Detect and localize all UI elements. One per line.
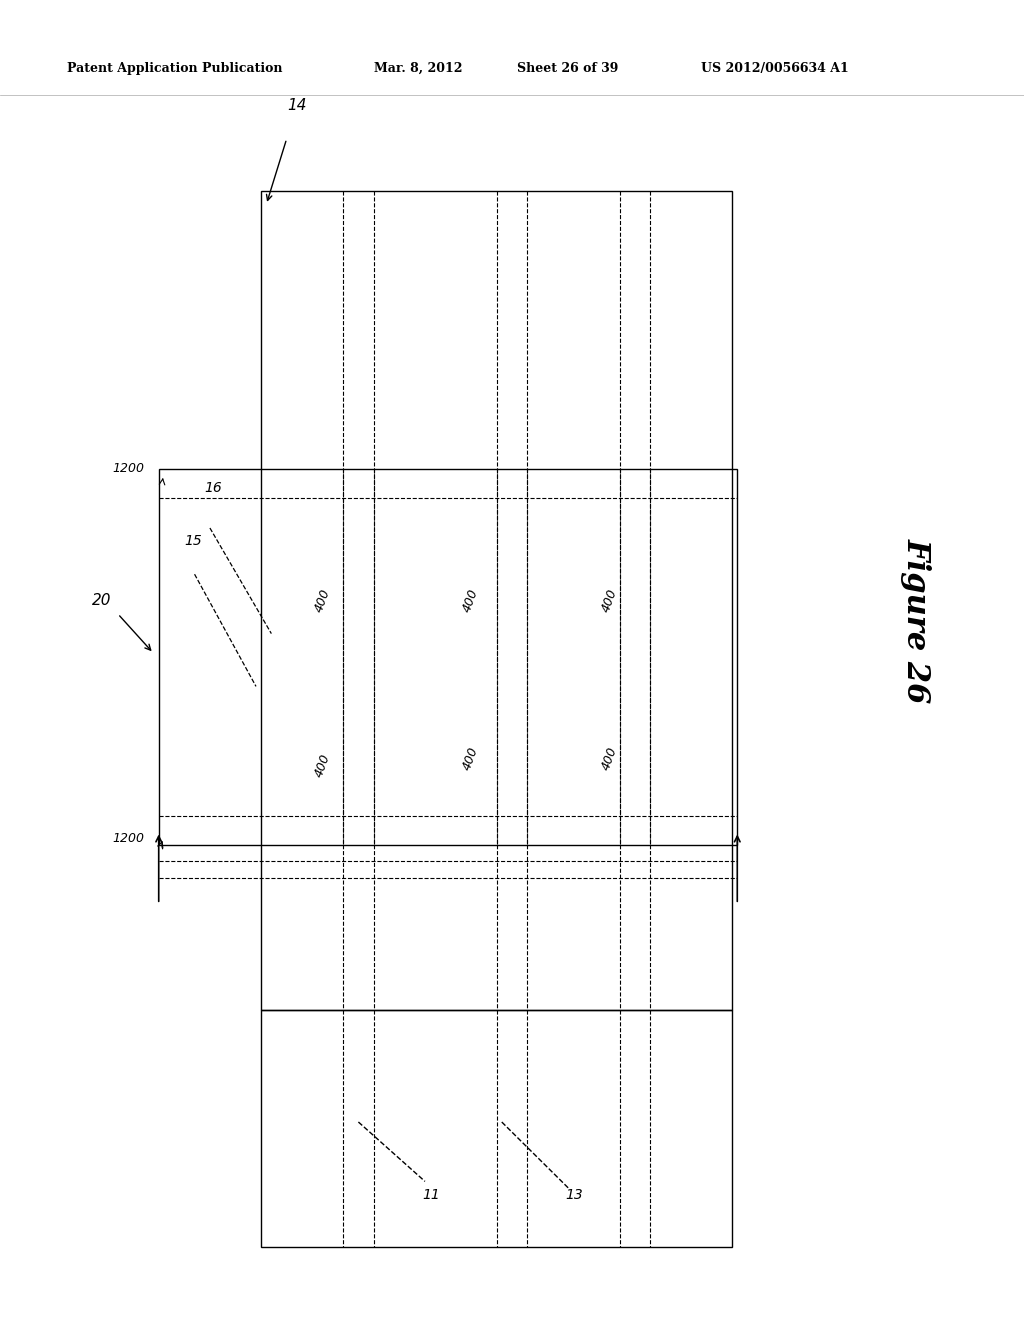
Text: 400: 400 [461, 746, 481, 772]
Text: 1200: 1200 [113, 462, 144, 475]
Text: 14: 14 [287, 98, 307, 114]
Text: 13: 13 [565, 1188, 583, 1201]
Text: 400: 400 [461, 587, 481, 614]
Text: Figure 26: Figure 26 [901, 537, 932, 704]
Text: 1200: 1200 [113, 832, 144, 845]
Bar [159, 469, 737, 845]
Text: 20: 20 [92, 593, 112, 609]
Bar [261, 1010, 732, 1247]
Text: Patent Application Publication: Patent Application Publication [67, 62, 282, 75]
Text: 16: 16 [205, 482, 222, 495]
Text: US 2012/0056634 A1: US 2012/0056634 A1 [701, 62, 849, 75]
Text: 400: 400 [599, 746, 620, 772]
Text: 400: 400 [312, 587, 333, 614]
Text: Sheet 26 of 39: Sheet 26 of 39 [517, 62, 618, 75]
Text: Mar. 8, 2012: Mar. 8, 2012 [374, 62, 462, 75]
Text: 11: 11 [422, 1188, 439, 1201]
Text: 400: 400 [599, 587, 620, 614]
Text: 15: 15 [184, 535, 202, 548]
Bar [261, 191, 732, 1010]
Text: 400: 400 [312, 752, 333, 779]
